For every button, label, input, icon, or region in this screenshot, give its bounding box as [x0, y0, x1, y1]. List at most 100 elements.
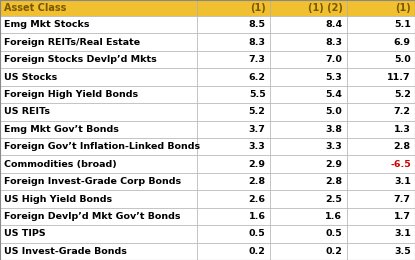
Bar: [197, 121, 270, 138]
Bar: [347, 121, 415, 138]
Text: US Stocks: US Stocks: [4, 73, 57, 81]
Bar: [0, 138, 197, 155]
Text: 8.4: 8.4: [325, 20, 342, 29]
Bar: [0, 86, 197, 103]
Bar: [0, 51, 197, 68]
Text: 5.4: 5.4: [325, 90, 342, 99]
Text: Foreign Devlp’d Mkt Gov’t Bonds: Foreign Devlp’d Mkt Gov’t Bonds: [4, 212, 181, 221]
Text: 3.8: 3.8: [325, 125, 342, 134]
Bar: [270, 103, 347, 121]
Text: Commodities (broad): Commodities (broad): [4, 160, 117, 169]
Text: 2.8: 2.8: [394, 142, 411, 151]
Bar: [197, 16, 270, 34]
Bar: [197, 243, 270, 260]
Text: -6.5: -6.5: [390, 160, 411, 169]
Text: 7.7: 7.7: [394, 194, 411, 204]
Text: 3.1: 3.1: [394, 229, 411, 238]
Bar: [270, 173, 347, 190]
Text: 2.6: 2.6: [249, 194, 266, 204]
Text: Foreign Stocks Devlp’d Mkts: Foreign Stocks Devlp’d Mkts: [4, 55, 157, 64]
Text: 8.5: 8.5: [249, 20, 266, 29]
Bar: [347, 34, 415, 51]
Text: 3.3: 3.3: [326, 142, 342, 151]
Bar: [197, 138, 270, 155]
Bar: [270, 51, 347, 68]
Bar: [197, 155, 270, 173]
Bar: [0, 121, 197, 138]
Text: 1.7: 1.7: [394, 212, 411, 221]
Text: 8.3: 8.3: [325, 38, 342, 47]
Text: 0.5: 0.5: [326, 229, 342, 238]
Text: 2.9: 2.9: [325, 160, 342, 169]
Bar: [270, 0, 347, 16]
Text: 5.2: 5.2: [249, 107, 266, 116]
Text: US TIPS: US TIPS: [4, 229, 46, 238]
Bar: [197, 208, 270, 225]
Bar: [270, 155, 347, 173]
Text: 0.2: 0.2: [325, 247, 342, 256]
Text: 3.5: 3.5: [394, 247, 411, 256]
Bar: [347, 86, 415, 103]
Bar: [0, 243, 197, 260]
Text: 2.8: 2.8: [325, 177, 342, 186]
Bar: [270, 190, 347, 208]
Text: 7.0: 7.0: [325, 55, 342, 64]
Text: Emg Mkt Gov’t Bonds: Emg Mkt Gov’t Bonds: [4, 125, 119, 134]
Bar: [197, 190, 270, 208]
Bar: [197, 86, 270, 103]
Bar: [270, 225, 347, 243]
Bar: [0, 225, 197, 243]
Bar: [270, 121, 347, 138]
Bar: [0, 155, 197, 173]
Bar: [270, 68, 347, 86]
Text: 1.3: 1.3: [394, 125, 411, 134]
Bar: [347, 173, 415, 190]
Bar: [0, 0, 197, 16]
Bar: [270, 208, 347, 225]
Bar: [0, 68, 197, 86]
Bar: [347, 68, 415, 86]
Bar: [0, 208, 197, 225]
Text: 7.2: 7.2: [394, 107, 411, 116]
Text: 5.1: 5.1: [394, 20, 411, 29]
Text: 5.5: 5.5: [249, 90, 266, 99]
Bar: [197, 103, 270, 121]
Bar: [197, 51, 270, 68]
Text: 2.5: 2.5: [325, 194, 342, 204]
Bar: [347, 155, 415, 173]
Bar: [347, 103, 415, 121]
Bar: [270, 138, 347, 155]
Bar: [197, 68, 270, 86]
Text: 5.3: 5.3: [326, 73, 342, 81]
Text: Foreign Gov’t Inflation-Linked Bonds: Foreign Gov’t Inflation-Linked Bonds: [4, 142, 200, 151]
Text: 6.9: 6.9: [394, 38, 411, 47]
Text: 0.2: 0.2: [249, 247, 266, 256]
Text: 11.7: 11.7: [387, 73, 411, 81]
Bar: [347, 190, 415, 208]
Text: (1): (1): [395, 3, 411, 13]
Text: 5.0: 5.0: [326, 107, 342, 116]
Text: 5.2: 5.2: [394, 90, 411, 99]
Text: 2.8: 2.8: [249, 177, 266, 186]
Text: 3.3: 3.3: [249, 142, 266, 151]
Bar: [347, 243, 415, 260]
Text: 1.6: 1.6: [249, 212, 266, 221]
Bar: [197, 173, 270, 190]
Text: Emg Mkt Stocks: Emg Mkt Stocks: [4, 20, 90, 29]
Bar: [347, 51, 415, 68]
Text: US REITs: US REITs: [4, 107, 50, 116]
Text: US Invest-Grade Bonds: US Invest-Grade Bonds: [4, 247, 127, 256]
Text: (1) (2): (1) (2): [308, 3, 342, 13]
Bar: [0, 103, 197, 121]
Bar: [270, 86, 347, 103]
Bar: [347, 0, 415, 16]
Bar: [270, 243, 347, 260]
Text: 3.1: 3.1: [394, 177, 411, 186]
Text: 7.3: 7.3: [249, 55, 266, 64]
Bar: [270, 34, 347, 51]
Text: 3.7: 3.7: [249, 125, 266, 134]
Bar: [347, 208, 415, 225]
Text: (1): (1): [250, 3, 266, 13]
Bar: [197, 34, 270, 51]
Bar: [0, 173, 197, 190]
